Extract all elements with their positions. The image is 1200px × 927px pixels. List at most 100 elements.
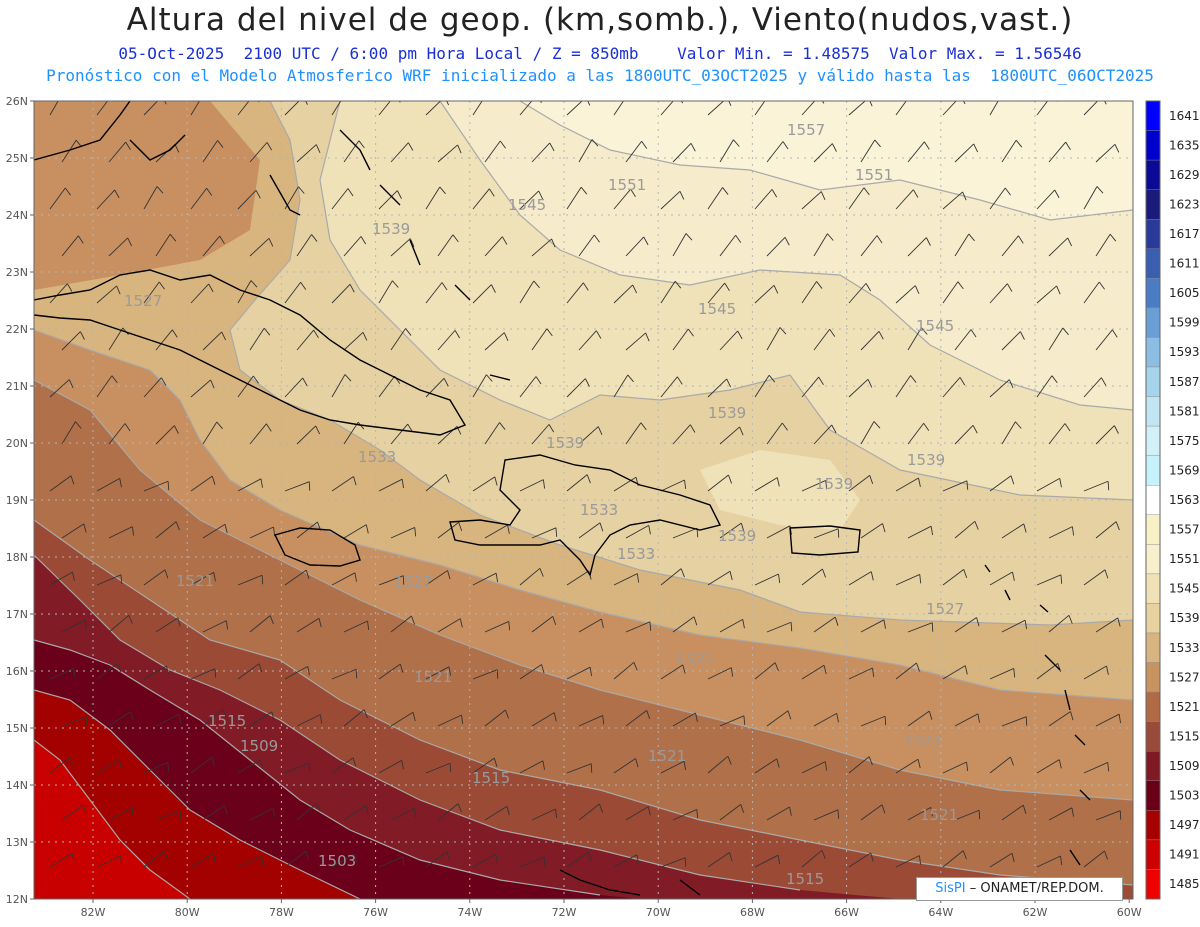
wind-barb-flag bbox=[1098, 281, 1105, 290]
wind-barb-flag bbox=[298, 186, 305, 194]
wind-barb bbox=[1048, 614, 1070, 633]
wind-barb bbox=[989, 852, 1013, 868]
wind-barb bbox=[1095, 617, 1119, 633]
wind-barb-flag bbox=[869, 101, 873, 107]
wind-barb-flag bbox=[1070, 711, 1074, 721]
map-title: Altura del nivel de geop. (km,somb.), Vi… bbox=[126, 2, 1074, 38]
wind-barb-flag bbox=[863, 187, 870, 196]
wind-barb-flag bbox=[363, 709, 368, 719]
wind-barb bbox=[954, 233, 970, 257]
wind-barb bbox=[907, 237, 927, 257]
wind-barb-flag bbox=[1114, 144, 1120, 153]
wind-barb-flag bbox=[821, 101, 825, 104]
wind-barbs bbox=[49, 101, 1122, 868]
wind-barb-flag bbox=[77, 235, 84, 244]
lon-tick-label: 68W bbox=[740, 906, 765, 919]
wind-barb bbox=[1001, 804, 1024, 821]
wind-barb bbox=[96, 285, 117, 304]
wind-barb bbox=[1001, 331, 1021, 351]
wind-barb-flag bbox=[1010, 756, 1014, 766]
wind-barb-flag bbox=[1062, 327, 1069, 336]
wind-barb bbox=[954, 143, 975, 163]
colorbar-label: 1527 bbox=[1169, 670, 1200, 684]
wind-barb-flag bbox=[316, 803, 321, 812]
wind-barb-flag bbox=[728, 474, 732, 484]
wind-barb-flag bbox=[680, 568, 685, 578]
wind-barb-flag bbox=[457, 144, 462, 154]
wind-barb bbox=[578, 715, 603, 727]
wind-barb bbox=[284, 377, 304, 398]
wind-barb-flag bbox=[507, 524, 510, 534]
wind-barb bbox=[801, 568, 823, 586]
colorbar-label: 1635 bbox=[1169, 138, 1200, 152]
wind-barb-flag bbox=[646, 710, 651, 720]
wind-barb-flag bbox=[493, 757, 498, 767]
colorbar-label: 1557 bbox=[1169, 523, 1200, 537]
wind-barb bbox=[437, 234, 454, 257]
wind-barb-flag bbox=[693, 616, 698, 626]
wind-barb bbox=[860, 139, 876, 163]
wind-barb-flag bbox=[972, 425, 978, 434]
wind-barb bbox=[954, 329, 972, 351]
wind-barb-flag bbox=[401, 760, 404, 770]
wind-barb-flag bbox=[365, 524, 369, 534]
wind-barb bbox=[672, 809, 697, 821]
wind-barb bbox=[343, 140, 360, 163]
wind-barb bbox=[754, 662, 776, 680]
wind-barb-flag bbox=[957, 281, 964, 290]
wind-barb-flag bbox=[1106, 665, 1109, 675]
wind-barb-flag bbox=[685, 233, 693, 241]
contour-label: 1503 bbox=[318, 852, 356, 870]
wind-barb-flag bbox=[268, 238, 274, 247]
lon-tick-label: 72W bbox=[552, 906, 577, 919]
wind-barb bbox=[531, 615, 554, 633]
wind-barb-flag bbox=[445, 474, 450, 483]
min-value: Valor Min. = 1.48575 bbox=[677, 44, 870, 63]
wind-barb bbox=[719, 330, 739, 351]
wind-barb-flag bbox=[84, 620, 88, 630]
wind-barb-flag bbox=[674, 280, 682, 289]
colorbar-swatch bbox=[1145, 485, 1161, 515]
wind-barb-flag bbox=[918, 855, 922, 865]
wind-barb-flag bbox=[768, 374, 776, 383]
wind-barb bbox=[343, 709, 365, 727]
contour-label: 1521 bbox=[648, 747, 686, 765]
wind-barb bbox=[249, 142, 268, 163]
wind-barb bbox=[331, 757, 354, 774]
wind-barb bbox=[190, 668, 216, 680]
wind-barb-flag bbox=[169, 233, 177, 242]
wind-barb bbox=[766, 806, 790, 821]
wind-barb-flag bbox=[740, 522, 745, 532]
wind-barb bbox=[672, 142, 692, 163]
wind-barb-flag bbox=[412, 712, 416, 722]
wind-barb-flag bbox=[636, 573, 640, 583]
wind-barb bbox=[331, 668, 357, 680]
wind-barb bbox=[660, 664, 684, 680]
wind-barb bbox=[343, 421, 359, 445]
wind-barb-flag bbox=[396, 190, 402, 199]
wind-barb bbox=[860, 715, 886, 727]
wind-barb-flag bbox=[635, 758, 639, 768]
wind-barb-flag bbox=[921, 327, 928, 335]
contour-label: 1539 bbox=[708, 404, 746, 422]
wind-barb bbox=[719, 522, 742, 539]
contour-label: 1557 bbox=[787, 121, 825, 139]
wind-barb bbox=[766, 141, 784, 163]
colorbar-label: 1641 bbox=[1169, 109, 1200, 123]
wind-barb bbox=[284, 850, 307, 868]
wind-barb-flag bbox=[602, 715, 605, 725]
wind-barb-flag bbox=[964, 665, 968, 675]
wind-barb-flag bbox=[448, 666, 451, 676]
wind-barb bbox=[343, 236, 362, 257]
wind-barb bbox=[425, 666, 450, 680]
colorbar-label: 1569 bbox=[1169, 463, 1200, 477]
wind-barb bbox=[707, 755, 729, 774]
wind-barb-flag bbox=[872, 667, 875, 677]
wind-barb-flag bbox=[211, 475, 216, 485]
wind-barb bbox=[49, 756, 71, 774]
wind-barb bbox=[707, 852, 730, 868]
colorbar-label: 1575 bbox=[1169, 434, 1200, 448]
wind-barb-flag bbox=[928, 710, 933, 720]
wind-barb bbox=[1001, 139, 1017, 163]
wind-barb-flag bbox=[167, 762, 170, 772]
